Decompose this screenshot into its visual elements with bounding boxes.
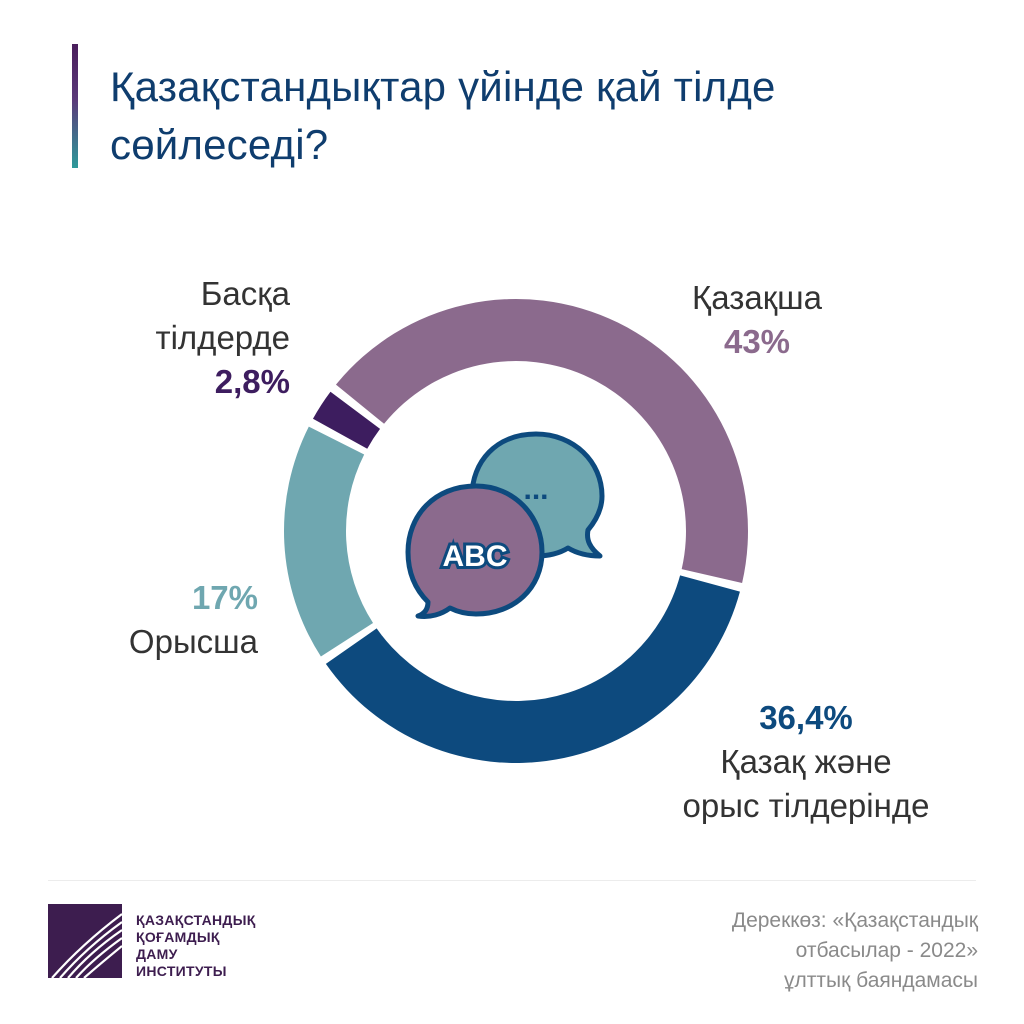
- label-other-value: 2,8%: [214, 363, 290, 400]
- speech-bubbles-icon: ... ABC: [405, 431, 605, 619]
- institute-logo-icon: [48, 904, 122, 978]
- footer-divider: [48, 880, 976, 881]
- label-other-line2: тілдерде: [155, 319, 290, 356]
- bubble-front-text: ABC: [443, 540, 508, 573]
- source-line3: ұлттық баяндамасы: [784, 969, 978, 992]
- label-both-line1: Қазақ және: [720, 743, 892, 780]
- institute-name-line1: ҚАЗАҚСТАНДЫҚ: [136, 912, 256, 928]
- label-kazakh-name: Қазақша: [692, 279, 822, 316]
- institute-name-line4: ИНСТИТУТЫ: [136, 963, 227, 979]
- label-russian-value: 17%: [191, 579, 258, 616]
- label-both-value: 36,4%: [759, 699, 853, 736]
- bubble-back-text: ...: [523, 473, 548, 506]
- label-other-line1: Басқа: [200, 275, 290, 312]
- source-line2: отбасылар - 2022»: [795, 939, 978, 962]
- donut-slice-1: [325, 575, 740, 763]
- speech-bubble-front-icon: [405, 483, 545, 619]
- label-both-line2: орыс тілдерінде: [682, 787, 930, 824]
- label-russian: 17% Орысша: [129, 576, 258, 664]
- institute-name: ҚАЗАҚСТАНДЫҚ ҚОҒАМДЫҚ ДАМУ ИНСТИТУТЫ: [136, 912, 256, 980]
- title-accent-bar: [72, 44, 78, 168]
- source-note: Дереккөз: «Қазақстандық отбасылар - 2022…: [732, 906, 978, 996]
- label-kazakh-and-russian: 36,4% Қазақ және орыс тілдерінде: [656, 696, 956, 828]
- label-kazakh: Қазақша 43%: [672, 276, 842, 364]
- source-line1: Дереккөз: «Қазақстандық: [731, 909, 978, 932]
- label-russian-name: Орысша: [128, 623, 258, 660]
- institute-name-line3: ДАМУ: [136, 946, 178, 962]
- donut-slice-0: [335, 299, 748, 583]
- label-other-languages: Басқа тілдерде 2,8%: [155, 272, 290, 404]
- institute-name-line2: ҚОҒАМДЫҚ: [136, 929, 220, 945]
- donut-slices: [283, 299, 748, 763]
- donut-slice-3: [312, 391, 381, 449]
- page-title: Қазақстандықтар үйінде қай тілде сөйлесе…: [110, 63, 776, 168]
- donut-slice-2: [283, 426, 374, 657]
- label-kazakh-value: 43%: [723, 323, 791, 360]
